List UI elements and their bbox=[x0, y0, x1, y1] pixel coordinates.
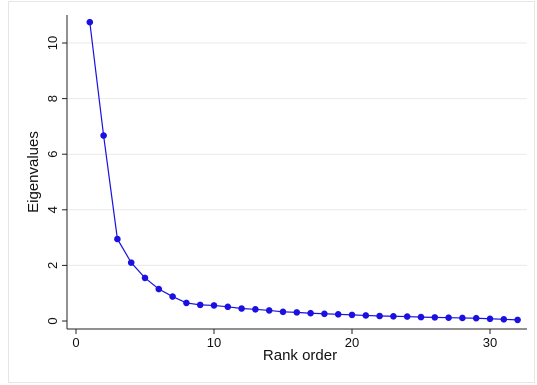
data-point-28 bbox=[459, 314, 466, 322]
x-tick-label-10: 10 bbox=[207, 335, 221, 350]
data-point-9 bbox=[196, 301, 204, 309]
data-point-30 bbox=[486, 315, 494, 323]
data-points bbox=[86, 18, 521, 324]
y-tick-label-8: 8 bbox=[45, 95, 60, 102]
data-point-5 bbox=[141, 274, 149, 282]
y-tick-label-10: 10 bbox=[45, 36, 60, 50]
data-point-1 bbox=[86, 18, 94, 26]
data-point-3 bbox=[114, 235, 121, 243]
gridlines bbox=[67, 42, 527, 266]
data-point-10 bbox=[210, 302, 218, 309]
data-point-26 bbox=[431, 314, 439, 321]
data-point-7 bbox=[169, 293, 176, 300]
y-tick-label-4: 4 bbox=[45, 206, 60, 213]
data-point-8 bbox=[183, 299, 190, 307]
x-tick-label-30: 30 bbox=[483, 335, 497, 350]
data-point-16 bbox=[293, 309, 301, 316]
data-point-24 bbox=[403, 313, 411, 320]
y-axis-label: Eigenvalues bbox=[25, 131, 42, 213]
data-point-11 bbox=[224, 303, 232, 311]
data-point-17 bbox=[307, 309, 314, 317]
data-point-27 bbox=[445, 314, 452, 321]
axes: 0 2 4 6 8 10 0 10 20 30 bbox=[45, 15, 527, 350]
data-point-19 bbox=[334, 311, 342, 318]
y-tick-label-2: 2 bbox=[45, 262, 60, 269]
data-point-29 bbox=[472, 314, 480, 322]
data-point-18 bbox=[321, 310, 328, 318]
data-point-21 bbox=[362, 312, 370, 319]
data-point-20 bbox=[348, 311, 356, 319]
data-point-13 bbox=[252, 306, 259, 313]
data-point-32 bbox=[514, 316, 521, 324]
series-line bbox=[89, 22, 518, 321]
chart-border bbox=[8, 1, 535, 383]
x-tick-label-0: 0 bbox=[72, 335, 79, 350]
data-point-25 bbox=[417, 313, 425, 321]
data-point-2 bbox=[100, 132, 107, 139]
data-point-12 bbox=[238, 305, 245, 312]
y-tick-label-6: 6 bbox=[45, 151, 60, 158]
data-point-22 bbox=[376, 312, 383, 320]
y-tick-label-0: 0 bbox=[45, 317, 60, 324]
data-point-4 bbox=[127, 259, 135, 266]
data-point-15 bbox=[279, 308, 287, 316]
series-polyline bbox=[89, 22, 518, 321]
data-point-23 bbox=[390, 312, 397, 320]
x-axis-label: Rank order bbox=[263, 347, 337, 364]
data-point-6 bbox=[155, 285, 163, 293]
data-point-31 bbox=[500, 316, 508, 323]
data-point-14 bbox=[265, 307, 273, 314]
x-tick-label-20: 20 bbox=[345, 335, 359, 350]
